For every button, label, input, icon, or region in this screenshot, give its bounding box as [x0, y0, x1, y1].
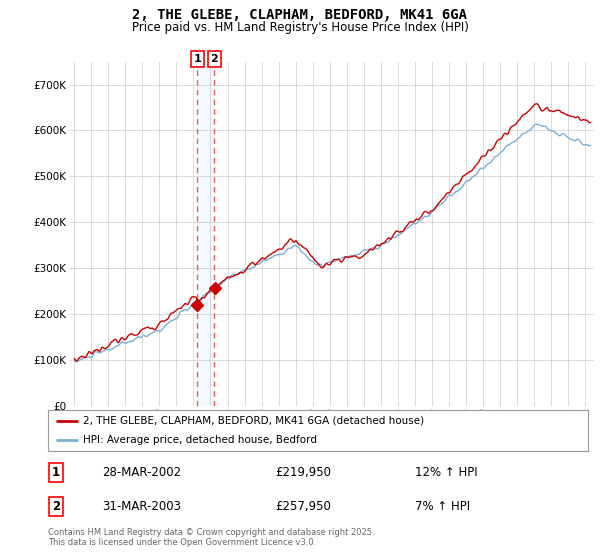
Text: 31-MAR-2003: 31-MAR-2003 [102, 500, 181, 513]
Text: 1: 1 [193, 54, 201, 64]
Text: 2, THE GLEBE, CLAPHAM, BEDFORD, MK41 6GA (detached house): 2, THE GLEBE, CLAPHAM, BEDFORD, MK41 6GA… [83, 416, 424, 426]
Text: 2: 2 [211, 54, 218, 64]
Text: Contains HM Land Registry data © Crown copyright and database right 2025.
This d: Contains HM Land Registry data © Crown c… [48, 528, 374, 547]
Text: Price paid vs. HM Land Registry's House Price Index (HPI): Price paid vs. HM Land Registry's House … [131, 21, 469, 34]
Text: 2, THE GLEBE, CLAPHAM, BEDFORD, MK41 6GA: 2, THE GLEBE, CLAPHAM, BEDFORD, MK41 6GA [133, 8, 467, 22]
Text: £219,950: £219,950 [275, 466, 331, 479]
Text: HPI: Average price, detached house, Bedford: HPI: Average price, detached house, Bedf… [83, 435, 317, 445]
Text: 12% ↑ HPI: 12% ↑ HPI [415, 466, 478, 479]
Text: £257,950: £257,950 [275, 500, 331, 513]
Text: 2: 2 [52, 500, 60, 513]
Text: 1: 1 [52, 466, 60, 479]
Text: 7% ↑ HPI: 7% ↑ HPI [415, 500, 470, 513]
Bar [197, 62, 214, 406]
Text: 28-MAR-2002: 28-MAR-2002 [102, 466, 181, 479]
